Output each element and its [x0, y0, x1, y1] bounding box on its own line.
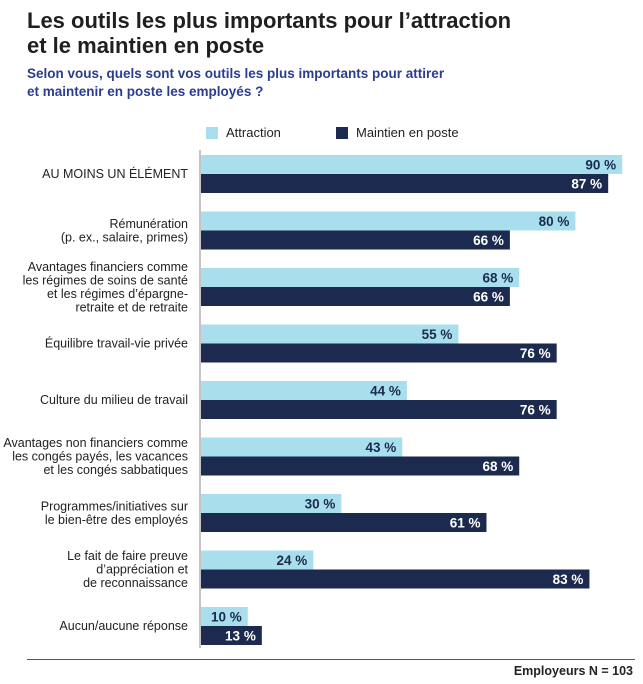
bar-attraction — [201, 607, 248, 626]
category-label-line: de reconnaissance — [83, 576, 188, 590]
data-label-attraction: 24 % — [277, 553, 308, 568]
data-label-maintien: 76 % — [520, 346, 551, 361]
data-label-attraction: 68 % — [482, 271, 513, 286]
category-label-line: les régimes de soins de santé — [23, 273, 188, 287]
footer-divider — [27, 659, 635, 660]
category-label-line: et les régimes d’épargne- — [47, 287, 188, 301]
legend-swatch-attraction — [206, 126, 218, 139]
category-label-line: AU MOINS UN ÉLÉMENT — [42, 166, 188, 181]
data-label-attraction: 80 % — [539, 214, 570, 229]
bar-attraction — [201, 268, 520, 287]
category-label: Aucun/aucune réponse — [59, 619, 188, 633]
bar-maintien — [201, 174, 609, 193]
data-label-attraction: 90 % — [585, 158, 616, 173]
bar-maintien — [201, 569, 590, 589]
category-label: Équilibre travail-vie privée — [45, 336, 188, 351]
bar-attraction — [201, 494, 342, 513]
legend-swatch-maintien — [336, 126, 348, 139]
bar-attraction — [201, 437, 403, 457]
category-label-line: Le fait de faire preuve — [67, 549, 188, 563]
chart-subtitle: Selon vous, quels sont vos outils les pl… — [27, 65, 627, 101]
category-label: Culture du milieu de travail — [40, 393, 188, 407]
legend-item-attraction: Attraction — [206, 125, 281, 140]
category-label-line: Aucun/aucune réponse — [59, 619, 188, 633]
bar-maintien — [201, 626, 262, 645]
category-label: Avantages financiers comme les régimes de… — [23, 260, 188, 315]
category-label-line: Avantages financiers comme — [28, 260, 188, 274]
bar-attraction — [201, 155, 623, 174]
data-label-maintien: 66 % — [473, 290, 504, 305]
data-label-maintien: 76 % — [520, 403, 551, 418]
category-label-line: Rémunération — [109, 217, 188, 231]
bar-maintien — [201, 513, 487, 532]
category-label-line: (p. ex., salaire, primes) — [61, 230, 188, 244]
category-label: AU MOINS UN ÉLÉMENT — [42, 166, 188, 181]
data-label-maintien: 13 % — [225, 629, 256, 644]
sample-size-note: Employeurs N = 103 — [513, 664, 633, 678]
data-label-attraction: 30 % — [305, 497, 336, 512]
chart-title: Les outils les plus importants pour l’at… — [27, 8, 627, 58]
data-label-maintien: 83 % — [553, 572, 584, 587]
data-label-maintien: 87 % — [571, 177, 602, 192]
category-label-line: retraite et de retraite — [75, 300, 188, 314]
chart-subtitle-line-1: Selon vous, quels sont vos outils les pl… — [27, 66, 445, 81]
data-label-maintien: 61 % — [450, 516, 481, 531]
legend-item-maintien: Maintien en poste — [336, 125, 459, 140]
bar-maintien — [201, 456, 520, 476]
data-label-maintien: 68 % — [482, 459, 513, 474]
bar-maintien — [201, 400, 557, 419]
category-label-line: d’appréciation et — [96, 563, 188, 577]
legend-label-attraction: Attraction — [226, 125, 281, 140]
category-label-line: Programmes/initiatives sur — [41, 499, 188, 513]
category-label: Avantages non financiers comme les congés… — [3, 436, 188, 477]
chart-title-line-2: et le maintien en poste — [27, 33, 265, 58]
bar-maintien — [201, 343, 557, 363]
legend-label-maintien: Maintien en poste — [356, 125, 459, 140]
category-label-line: et les congés sabbatiques — [43, 463, 188, 477]
data-label-attraction: 55 % — [422, 327, 453, 342]
category-label: Programmes/initiatives sur le bien-être d… — [41, 499, 188, 527]
bar-attraction — [201, 211, 576, 231]
data-label-maintien: 66 % — [473, 233, 504, 248]
data-label-attraction: 10 % — [211, 610, 242, 625]
bar-attraction — [201, 550, 314, 570]
category-label-line: Avantages non financiers comme — [3, 436, 188, 450]
category-label-line: Équilibre travail-vie privée — [45, 336, 188, 351]
bar-attraction — [201, 324, 459, 344]
bar-maintien — [201, 287, 510, 306]
data-label-attraction: 44 % — [370, 384, 401, 399]
chart-subtitle-line-2: et maintenir en poste les employés ? — [27, 84, 264, 99]
data-label-attraction: 43 % — [365, 440, 396, 455]
bar-maintien — [201, 230, 510, 250]
category-label-line: Culture du milieu de travail — [40, 393, 188, 407]
category-label: Le fait de faire preuve d’appréciation et… — [67, 549, 188, 590]
bar-attraction — [201, 381, 407, 400]
chart-title-line-1: Les outils les plus importants pour l’at… — [27, 8, 512, 33]
category-label-line: le bien-être des employés — [45, 513, 188, 527]
category-label-line: les congés payés, les vacances — [12, 450, 188, 464]
category-label: Rémunération (p. ex., salaire, primes) — [61, 217, 188, 245]
